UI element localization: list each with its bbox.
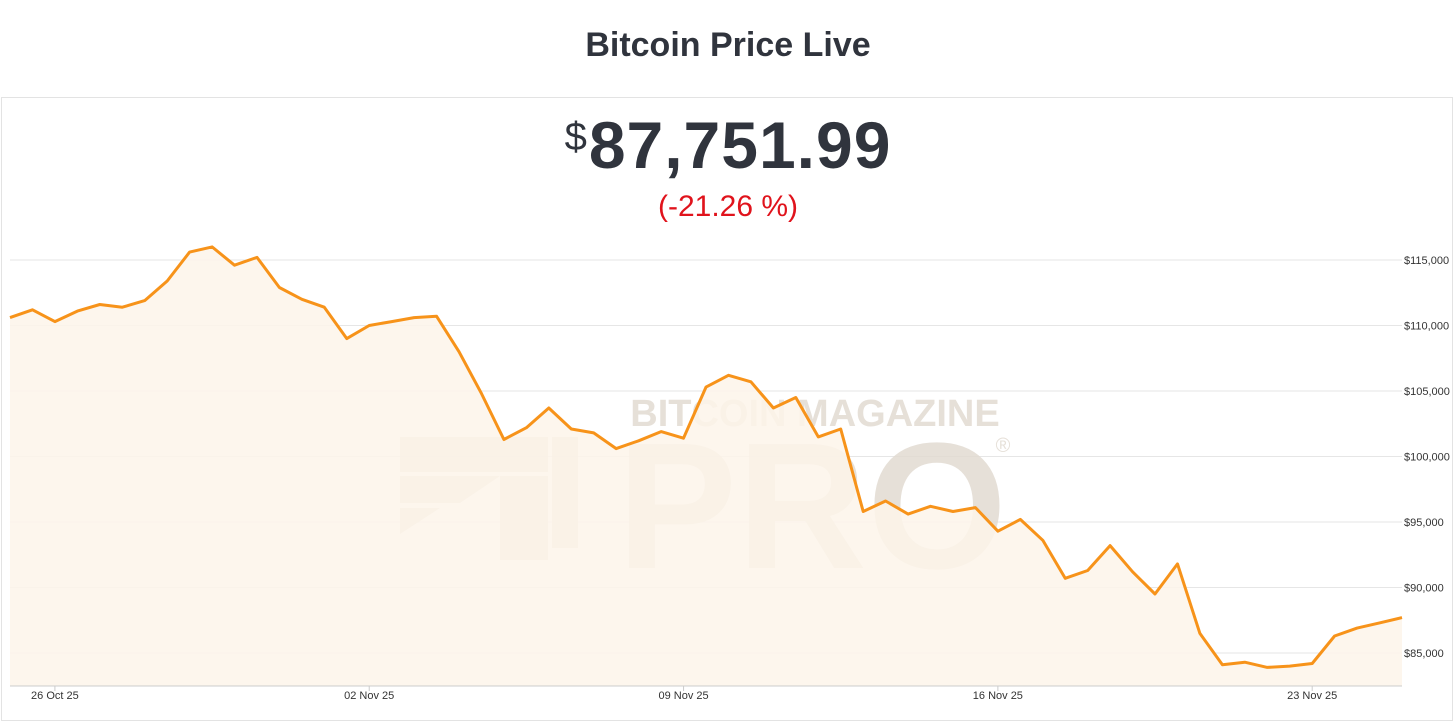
currency-symbol: $: [564, 115, 587, 159]
price-change-percent: (-21.26 %): [657, 190, 799, 223]
y-tick-label: $85,000: [1404, 648, 1444, 660]
x-tick-label: 09 Nov 25: [658, 690, 708, 702]
current-price: $87,751.99: [0, 112, 1456, 178]
y-tick-label: $110,000: [1404, 321, 1449, 333]
x-tick-label: 16 Nov 25: [973, 690, 1023, 702]
y-axis-ticks: $85,000 $90,000 $95,000 $100,000 $105,000 $11…: [1404, 255, 1450, 660]
x-axis-ticks: 26 Oct 25 02 Nov 25 09 Nov 25 16 Nov 25 23 N…: [31, 686, 1337, 702]
watermark-registered-mark: ®: [996, 435, 1011, 457]
y-tick-label: $105,000: [1404, 386, 1450, 398]
x-tick-label: 23 Nov 25: [1287, 690, 1337, 702]
y-tick-label: $115,000: [1404, 255, 1449, 267]
price-area-fill: [10, 246, 1402, 686]
price-value: 87,751.99: [588, 108, 892, 182]
price-line: [9, 245, 1403, 669]
page-title: Bitcoin Price Live: [585, 26, 871, 64]
y-tick-label: $95,000: [1404, 517, 1444, 529]
y-tick-label: $90,000: [1404, 583, 1444, 595]
x-tick-label: 02 Nov 25: [344, 690, 394, 702]
y-tick-label: $100,000: [1404, 452, 1450, 464]
x-tick-label: 26 Oct 25: [31, 690, 79, 702]
